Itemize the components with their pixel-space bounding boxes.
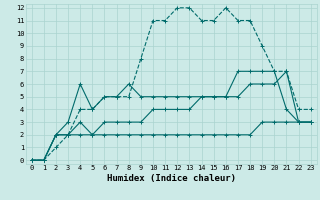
X-axis label: Humidex (Indice chaleur): Humidex (Indice chaleur) <box>107 174 236 183</box>
